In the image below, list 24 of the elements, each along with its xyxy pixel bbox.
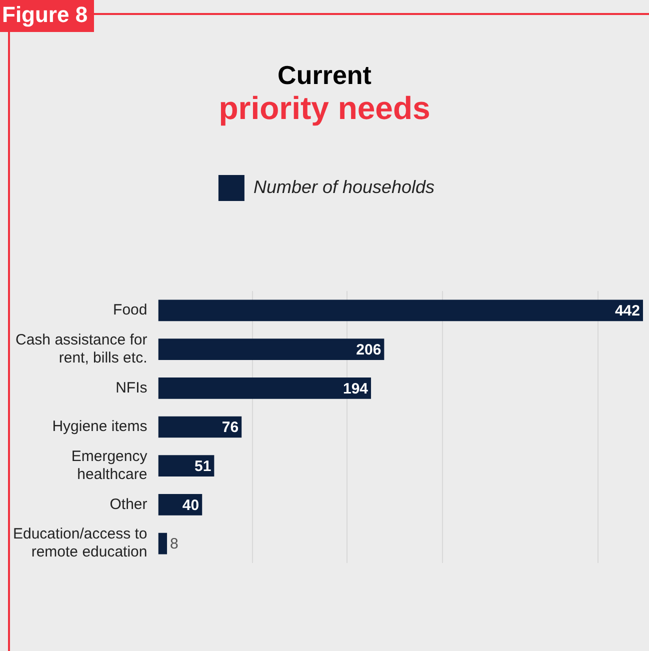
data-label: 194 <box>342 380 369 398</box>
caption: Figure 8 <box>0 0 94 32</box>
legend-label: Number of households <box>253 177 435 197</box>
bar <box>158 300 643 322</box>
y-tick-label: Other <box>110 496 148 513</box>
y-tick-label: Cash assistance for rent, bills etc. <box>16 331 148 366</box>
y-tick-label: Food <box>113 302 148 319</box>
y-tick-label: NFIs <box>116 379 148 396</box>
y-tick-label: Hygiene items <box>52 418 148 436</box>
chart-title: Current <box>276 60 372 91</box>
y-tick-label: Emergency healthcare <box>71 448 148 483</box>
bar <box>158 455 214 477</box>
data-label: 76 <box>222 419 239 436</box>
y-tick-label: Education/access to remote education <box>12 526 148 561</box>
data-label: 8 <box>170 536 178 553</box>
data-label: 40 <box>182 496 200 514</box>
bar <box>158 532 168 554</box>
bar <box>158 377 372 399</box>
data-label: 206 <box>356 341 382 358</box>
chart-subtitle: priority needs <box>218 90 432 127</box>
data-label: 51 <box>194 458 212 475</box>
bar <box>158 416 242 438</box>
data-label: 442 <box>614 302 640 320</box>
bar <box>158 338 384 360</box>
